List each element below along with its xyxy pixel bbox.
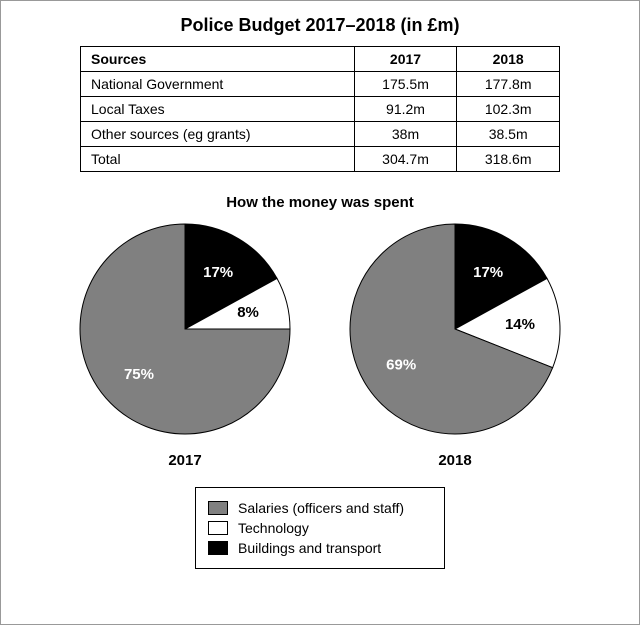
row-label: National Government [81,72,355,97]
row-val-2018: 102.3m [457,97,560,122]
row-val-2017: 175.5m [354,72,457,97]
main-title: Police Budget 2017–2018 (in £m) [41,15,599,36]
legend-label: Salaries (officers and staff) [238,500,404,516]
pie-chart-2017: 17% 8% 75% [75,219,295,439]
legend-swatch-icon [208,501,228,515]
pie-2018-wrap: 17% 14% 69% 2018 [345,219,565,469]
row-label: Other sources (eg grants) [81,122,355,147]
figure-canvas: Police Budget 2017–2018 (in £m) Sources … [0,0,640,625]
pie-slice-label: 14% [505,316,535,333]
pie-slice-label: 8% [237,304,259,321]
budget-table: Sources 2017 2018 National Government 17… [80,46,560,172]
header-sources: Sources [81,47,355,72]
legend-swatch-icon [208,521,228,535]
row-val-2018: 38.5m [457,122,560,147]
pie-slice-label: 69% [386,357,416,374]
legend-item: Technology [208,520,432,536]
header-year1: 2017 [354,47,457,72]
header-year2: 2018 [457,47,560,72]
spending-subtitle: How the money was spent [41,194,599,211]
legend-box: Salaries (officers and staff) Technology… [195,487,445,569]
row-val-2017: 38m [354,122,457,147]
pie-year-label: 2017 [75,452,295,469]
pie-slice-label: 75% [124,366,154,383]
row-label: Local Taxes [81,97,355,122]
row-val-2018: 177.8m [457,72,560,97]
table-row: Total 304.7m 318.6m [81,147,560,172]
pie-charts-row: 17% 8% 75% 2017 17% 14% 69% 2018 [41,219,599,469]
table-row: Local Taxes 91.2m 102.3m [81,97,560,122]
row-label: Total [81,147,355,172]
row-val-2018: 318.6m [457,147,560,172]
legend-swatch-icon [208,541,228,555]
legend-label: Buildings and transport [238,540,381,556]
legend-item: Buildings and transport [208,540,432,556]
pie-2017-wrap: 17% 8% 75% 2017 [75,219,295,469]
table-row: Other sources (eg grants) 38m 38.5m [81,122,560,147]
row-val-2017: 91.2m [354,97,457,122]
legend-label: Technology [238,520,309,536]
legend-item: Salaries (officers and staff) [208,500,432,516]
row-val-2017: 304.7m [354,147,457,172]
pie-slice-label: 17% [203,264,233,281]
pie-chart-2018: 17% 14% 69% [345,219,565,439]
pie-slice-label: 17% [473,264,503,281]
table-row: National Government 175.5m 177.8m [81,72,560,97]
pie-year-label: 2018 [345,452,565,469]
table-header-row: Sources 2017 2018 [81,47,560,72]
